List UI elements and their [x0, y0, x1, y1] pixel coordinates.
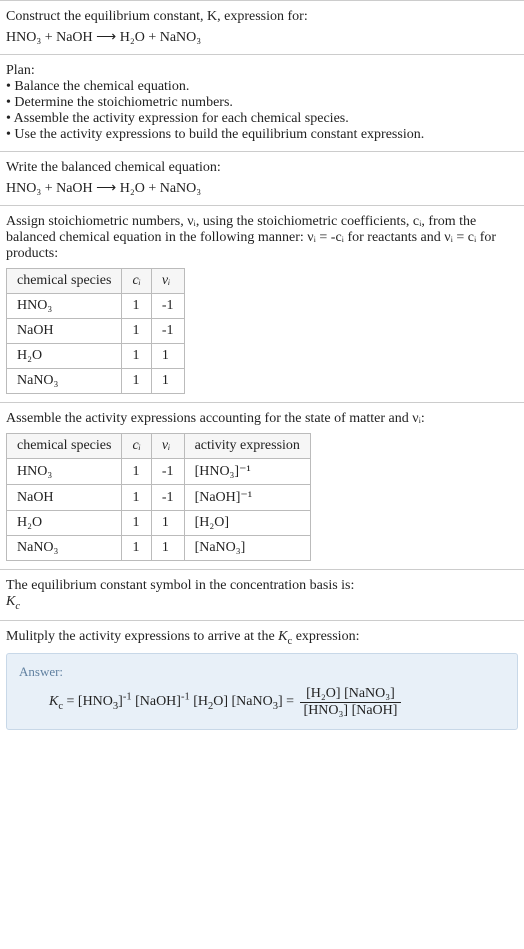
- cell: 1: [122, 511, 151, 536]
- answer-label: Answer:: [19, 664, 505, 680]
- intro-prompt-text: Construct the equilibrium constant, K, e…: [6, 9, 308, 24]
- cell: 1: [122, 344, 151, 369]
- assemble-table: chemical species cᵢ νᵢ activity expressi…: [6, 433, 311, 561]
- table-row: NaNO₃ 1 1 [NaNO₃]: [7, 536, 311, 561]
- cell: HNO₃: [7, 459, 122, 485]
- answer-expression: Kc = [HNO3]-1 [NaOH]-1 [H2O] [NaNO3] = […: [19, 686, 505, 719]
- fraction-numerator: [H₂O] [NaNO₃]: [300, 686, 402, 703]
- cell: [H₂O]: [184, 511, 310, 536]
- answer-lhs: Kc = [HNO3]-1 [NaOH]-1 [H2O] [NaNO3] =: [49, 694, 298, 709]
- plan-item: • Balance the chemical equation.: [6, 79, 518, 95]
- table-header-row: chemical species cᵢ νᵢ: [7, 269, 185, 294]
- cell: H₂O: [7, 511, 122, 536]
- cell: [NaNO₃]: [184, 536, 310, 561]
- col-header: cᵢ: [122, 434, 151, 459]
- plan-item: • Assemble the activity expression for e…: [6, 111, 518, 127]
- col-header: cᵢ: [122, 269, 151, 294]
- fraction-denominator: [HNO₃] [NaOH]: [300, 703, 402, 719]
- col-header: νᵢ: [151, 434, 184, 459]
- table-row: NaOH 1 -1: [7, 319, 185, 344]
- cell: 1: [122, 319, 151, 344]
- cell: -1: [151, 294, 184, 319]
- table-row: HNO₃ 1 -1 [HNO₃]⁻¹: [7, 459, 311, 485]
- cell: 1: [122, 536, 151, 561]
- cell: 1: [151, 536, 184, 561]
- cell: [HNO₃]⁻¹: [184, 459, 310, 485]
- col-header: activity expression: [184, 434, 310, 459]
- table-row: NaNO₃ 1 1: [7, 369, 185, 394]
- assemble-text: Assemble the activity expressions accoun…: [6, 411, 518, 427]
- answer-box: Answer: Kc = [HNO3]-1 [NaOH]-1 [H2O] [Na…: [6, 653, 518, 730]
- cell: 1: [122, 459, 151, 485]
- intro-equation: HNO₃ + NaOH ⟶ H₂O + NaNO₃: [6, 29, 518, 46]
- multiply-section: Mulitply the activity expressions to arr…: [0, 620, 524, 738]
- balanced-equation: HNO₃ + NaOH ⟶ H₂O + NaNO₃: [6, 180, 518, 197]
- multiply-text: Mulitply the activity expressions to arr…: [6, 629, 518, 647]
- cell: 1: [122, 485, 151, 511]
- plan-section: Plan: • Balance the chemical equation. •…: [0, 54, 524, 151]
- cell: 1: [151, 369, 184, 394]
- assign-section: Assign stoichiometric numbers, νᵢ, using…: [0, 205, 524, 402]
- plan-item: • Use the activity expressions to build …: [6, 127, 518, 143]
- col-header: chemical species: [7, 434, 122, 459]
- cell: NaOH: [7, 485, 122, 511]
- cell: 1: [151, 511, 184, 536]
- balanced-section: Write the balanced chemical equation: HN…: [0, 151, 524, 205]
- assign-table: chemical species cᵢ νᵢ HNO₃ 1 -1 NaOH 1 …: [6, 268, 185, 394]
- col-header: νᵢ: [151, 269, 184, 294]
- plan-heading: Plan:: [6, 63, 518, 79]
- symbol-section: The equilibrium constant symbol in the c…: [0, 569, 524, 620]
- cell: -1: [151, 485, 184, 511]
- symbol-text: The equilibrium constant symbol in the c…: [6, 578, 518, 594]
- col-header: chemical species: [7, 269, 122, 294]
- cell: -1: [151, 319, 184, 344]
- cell: -1: [151, 459, 184, 485]
- symbol-value: Kc: [6, 594, 518, 612]
- intro-section: Construct the equilibrium constant, K, e…: [0, 0, 524, 54]
- cell: NaNO₃: [7, 369, 122, 394]
- table-row: H₂O 1 1 [H₂O]: [7, 511, 311, 536]
- cell: 1: [122, 369, 151, 394]
- balanced-heading: Write the balanced chemical equation:: [6, 160, 518, 176]
- cell: [NaOH]⁻¹: [184, 485, 310, 511]
- table-header-row: chemical species cᵢ νᵢ activity expressi…: [7, 434, 311, 459]
- plan-item: • Determine the stoichiometric numbers.: [6, 95, 518, 111]
- cell: HNO₃: [7, 294, 122, 319]
- table-row: HNO₃ 1 -1: [7, 294, 185, 319]
- assemble-section: Assemble the activity expressions accoun…: [0, 402, 524, 569]
- table-row: H₂O 1 1: [7, 344, 185, 369]
- intro-prompt: Construct the equilibrium constant, K, e…: [6, 9, 518, 25]
- answer-fraction: [H₂O] [NaNO₃] [HNO₃] [NaOH]: [300, 686, 402, 719]
- assign-text: Assign stoichiometric numbers, νᵢ, using…: [6, 214, 518, 262]
- cell: 1: [122, 294, 151, 319]
- table-row: NaOH 1 -1 [NaOH]⁻¹: [7, 485, 311, 511]
- cell: NaOH: [7, 319, 122, 344]
- cell: NaNO₃: [7, 536, 122, 561]
- cell: 1: [151, 344, 184, 369]
- cell: H₂O: [7, 344, 122, 369]
